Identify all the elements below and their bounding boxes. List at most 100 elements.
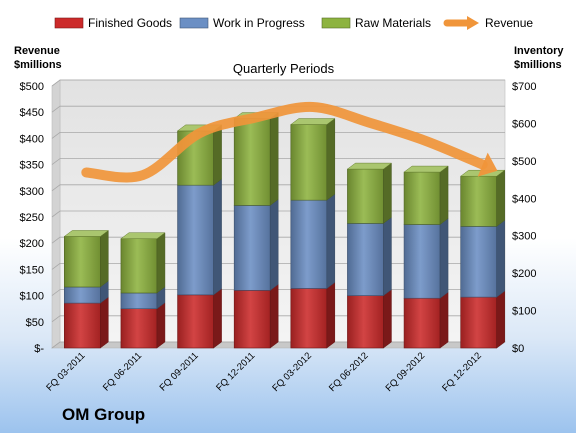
legend-arrow [467,16,479,30]
bar-side [439,217,449,299]
left-axis-title-line1: Revenue [14,45,60,57]
left-axis-tick: $300 [20,186,44,198]
bar-work-in-progress [403,217,449,299]
category-label: FQ 12-2011 [214,350,257,393]
gridline [51,105,505,113]
left-axis-tick: $200 [20,238,44,250]
left-axis-tick: $450 [20,107,44,119]
bar-work-in-progress [290,193,336,289]
bar-front [233,118,271,206]
left-axis-tick: $250 [20,212,44,224]
revenue-arrowhead [477,152,498,177]
bar-side [383,216,392,297]
bar-side [326,118,336,201]
bar-finished-goods [290,281,336,349]
bar-side [269,283,279,349]
legend-item-finished-goods: Finished Goods [54,16,172,30]
bar-side [213,288,222,349]
legend-label: Finished Goods [88,16,172,30]
right-axis-tick: $400 [512,193,536,205]
bar-side [156,232,166,294]
bar-finished-goods [63,296,110,349]
bar-side [383,162,392,224]
gridline [51,131,505,139]
bar-finished-goods [233,283,279,349]
bar-front [64,286,101,304]
left-axis-tick: $50 [26,317,44,329]
bar-finished-goods [459,290,506,349]
left-axis-tick: $350 [20,160,44,172]
category-label: FQ 09-2011 [158,350,201,393]
legend-item-work-in-progress: Work in Progress [179,16,305,30]
legend-label: Work in Progress [213,16,305,30]
bar-side [100,229,109,288]
bar-top [346,162,393,170]
category-label: FQ 03-2011 [44,350,87,393]
bar-front [64,236,101,288]
bar-front [120,292,158,310]
bar-front [120,238,158,294]
bar-raw-materials [233,112,279,206]
bar-finished-goods [346,289,393,349]
bar-side [496,290,505,349]
bar-side [326,193,336,289]
category-label: FQ 03-2012 [270,350,314,394]
bar-front [347,295,384,349]
bar-front [233,205,271,291]
bar-front [460,226,497,298]
bar-front [64,302,101,349]
legend-item-revenue: Revenue [443,16,533,30]
bar-finished-goods [176,288,223,349]
bar-side [156,302,166,349]
left-axis-tick: $100 [20,291,44,303]
bar-front [403,171,441,225]
bar-side [213,178,222,296]
bar-raw-materials [346,162,393,224]
right-axis-tick: $600 [512,118,536,130]
right-axis-title-line1: Inventory [514,45,564,57]
category-label: FQ 06-2012 [327,350,371,394]
legend-swatch [179,17,209,29]
legend-label: Revenue [485,16,533,30]
bar-side [326,281,336,349]
bar-front [347,168,384,224]
bar-front [120,308,158,349]
left-axis-tick: $150 [20,264,44,276]
bar-front [460,296,497,349]
bar-top [290,118,336,125]
category-label: FQ 09-2012 [384,350,428,394]
bar-side [269,112,279,206]
category-label: FQ 06-2011 [101,350,144,393]
gridline [51,79,505,87]
bar-top [120,232,166,239]
legend-swatch [54,17,84,29]
bar-work-in-progress [233,198,279,291]
bar-raw-materials [120,232,166,294]
bar-finished-goods [120,302,166,349]
right-axis-tick: $200 [512,268,536,280]
legend-item-raw-materials: Raw Materials [321,16,431,30]
bar-front [177,294,214,349]
bar-front [177,184,214,296]
legend-swatch [321,17,351,29]
right-axis-tick: $700 [512,81,536,93]
plot-title: Quarterly Periods [233,61,335,76]
company-name: OM Group [62,405,146,424]
bar-work-in-progress [459,219,506,298]
bar-side [100,296,109,349]
legend-label: Raw Materials [355,16,431,30]
gridline [51,158,505,165]
bar-front [403,297,441,349]
right-axis-title-line2: $millions [514,59,562,71]
bar-front [290,124,328,201]
bar-side [439,165,449,225]
revenue-line [81,101,488,183]
bar-front [290,199,328,289]
bar-front [290,288,328,349]
bar-raw-materials [403,165,449,225]
bar-work-in-progress [176,178,223,296]
right-axis-title: Inventory $millions [514,44,564,72]
right-axis-tick: $0 [512,343,524,355]
bar-front [403,224,441,299]
